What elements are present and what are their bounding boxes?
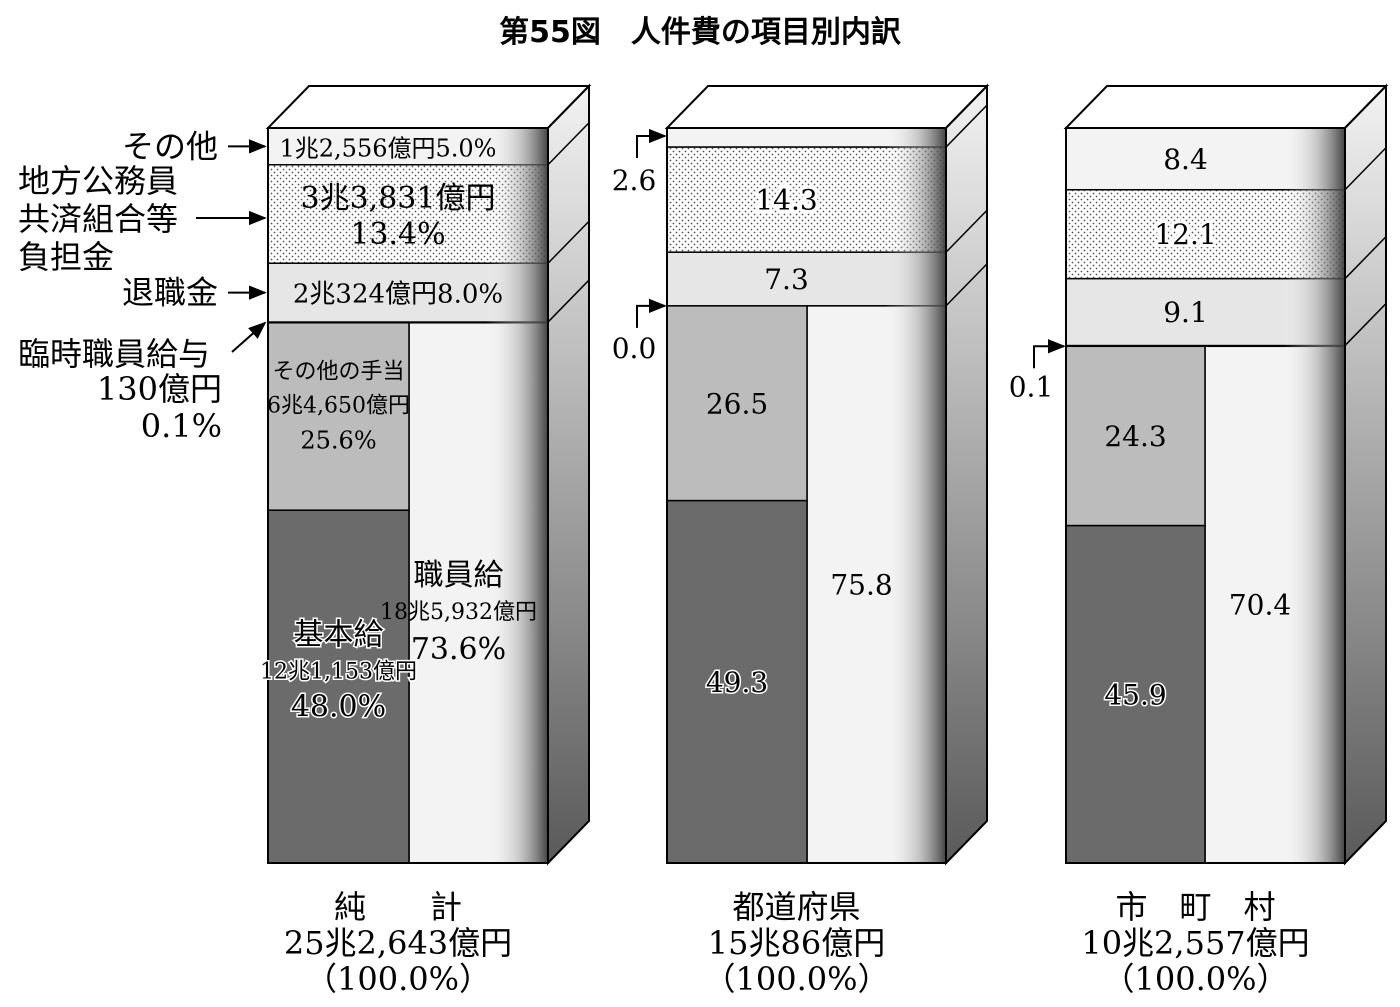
label-bar2-rinji: 0.0 [612, 332, 657, 365]
label-bar2-shokuin: 75.8 [830, 568, 892, 601]
bar-top-face [664, 85, 990, 129]
side-label-rinji-name: 臨時職員給与 [18, 335, 210, 373]
label-bar1-shokuin-amount: 18兆5,932億円 [380, 600, 537, 625]
category-pct-2: （100.0%） [703, 960, 889, 998]
leader-bar2-sonota [636, 128, 667, 158]
label-bar3-sonota: 8.4 [1163, 143, 1208, 176]
segment-kihon [267, 509, 410, 864]
bar-side-divider [1344, 236, 1387, 280]
category-total-3: 10兆2,557億円 [1081, 924, 1309, 962]
bar-top-face [1063, 85, 1389, 129]
category-label-2: 都道府県 [732, 888, 860, 926]
segment-teate [267, 322, 410, 511]
bar-side-divider [547, 122, 590, 166]
label-bar1-teate-amount: 6兆4,650億円 [267, 393, 410, 418]
bar-side-face [547, 83, 590, 866]
bar-side-face [945, 83, 988, 866]
bar-side-divider [547, 220, 590, 264]
bars [265, 83, 1389, 866]
bar-edge-shade [884, 128, 946, 863]
label-bar3-teate: 24.3 [1104, 420, 1166, 453]
bar-side-divider [945, 209, 988, 253]
side-label-kyosai-2: 共済組合等 [18, 200, 178, 238]
segment-kihon [1065, 524, 1206, 864]
category-label-3: 市 町 村 [1115, 888, 1275, 926]
label-bar3-rinji: 0.1 [1009, 370, 1054, 403]
label-bar2-taishoku: 7.3 [764, 263, 809, 296]
side-label-taishoku: 退職金 [122, 274, 218, 312]
label-bar1-teate-name: その他の手当 [272, 359, 404, 384]
bar-1 [265, 83, 592, 866]
label-bar1-kihon-pct: 48.0% [291, 690, 386, 725]
label-bar1-shokuin-name: 職員給 [414, 558, 504, 593]
bar-2 [664, 83, 990, 866]
category-total-1: 25兆2,643億円 [284, 924, 512, 962]
bar-side-divider [1344, 303, 1387, 347]
label-bar3-taishoku: 9.1 [1163, 296, 1208, 329]
label-bar3-kihon: 45.9 [1104, 678, 1166, 711]
side-label-sonota: その他 [122, 127, 218, 165]
leader-bar2-rinji [636, 298, 667, 328]
label-bar2-kyosai: 14.3 [755, 184, 817, 217]
label-bar2-kihon: 49.3 [706, 666, 768, 699]
label-bar1-sonota: 1兆2,556億円5.0% [280, 134, 497, 162]
segment-teate [1065, 345, 1206, 527]
label-bar1-kyosai-pct: 13.4% [350, 217, 445, 252]
chart-title: 第55図 人件費の項目別内訳 [499, 15, 902, 50]
label-bar1-kihon-name: 基本給 [294, 618, 384, 653]
label-bar1-shokuin-pct: 73.6% [411, 632, 506, 667]
leader-bar3-rinji [1033, 339, 1066, 369]
arrow-rinji [231, 321, 267, 353]
bar-side-divider [1344, 147, 1387, 191]
segment-teate [666, 305, 808, 502]
side-label-kyosai-3: 負担金 [18, 238, 114, 276]
label-bar1-kyosai-amount: 3兆3,831億円 [301, 181, 496, 216]
bar-edge-shade [1283, 128, 1345, 863]
category-pct-3: （100.0%） [1102, 960, 1288, 998]
label-bar1-teate-pct: 25.6% [300, 426, 376, 454]
side-label-rinji-pct: 0.1% [141, 407, 222, 445]
segment-kihon [666, 499, 808, 864]
label-bar1-kihon-amount: 12兆1,153億円 [260, 660, 417, 685]
side-label-kyosai-1: 地方公務員 [18, 162, 178, 200]
bar-side-face [1344, 83, 1387, 866]
category-label-1: 純 計 [334, 888, 462, 926]
category-total-2: 15兆86億円 [708, 924, 885, 962]
label-bar3-kyosai: 12.1 [1154, 218, 1216, 251]
category-pct-1: （100.0%） [305, 960, 491, 998]
bar-top-face [265, 85, 592, 129]
bar-edge-shade [486, 128, 548, 863]
label-bar1-taishoku: 2兆324億円8.0% [293, 280, 503, 310]
label-bar2-sonota-outside: 2.6 [612, 164, 657, 197]
label-bar2-teate: 26.5 [706, 387, 768, 420]
label-bar3-shokuin: 70.4 [1229, 589, 1291, 622]
bar-3 [1063, 83, 1389, 866]
side-label-rinji-amount: 130億円 [97, 370, 222, 408]
bar-side-divider [945, 104, 988, 148]
bar-side-divider [547, 279, 590, 323]
bar-side-divider [945, 263, 988, 307]
